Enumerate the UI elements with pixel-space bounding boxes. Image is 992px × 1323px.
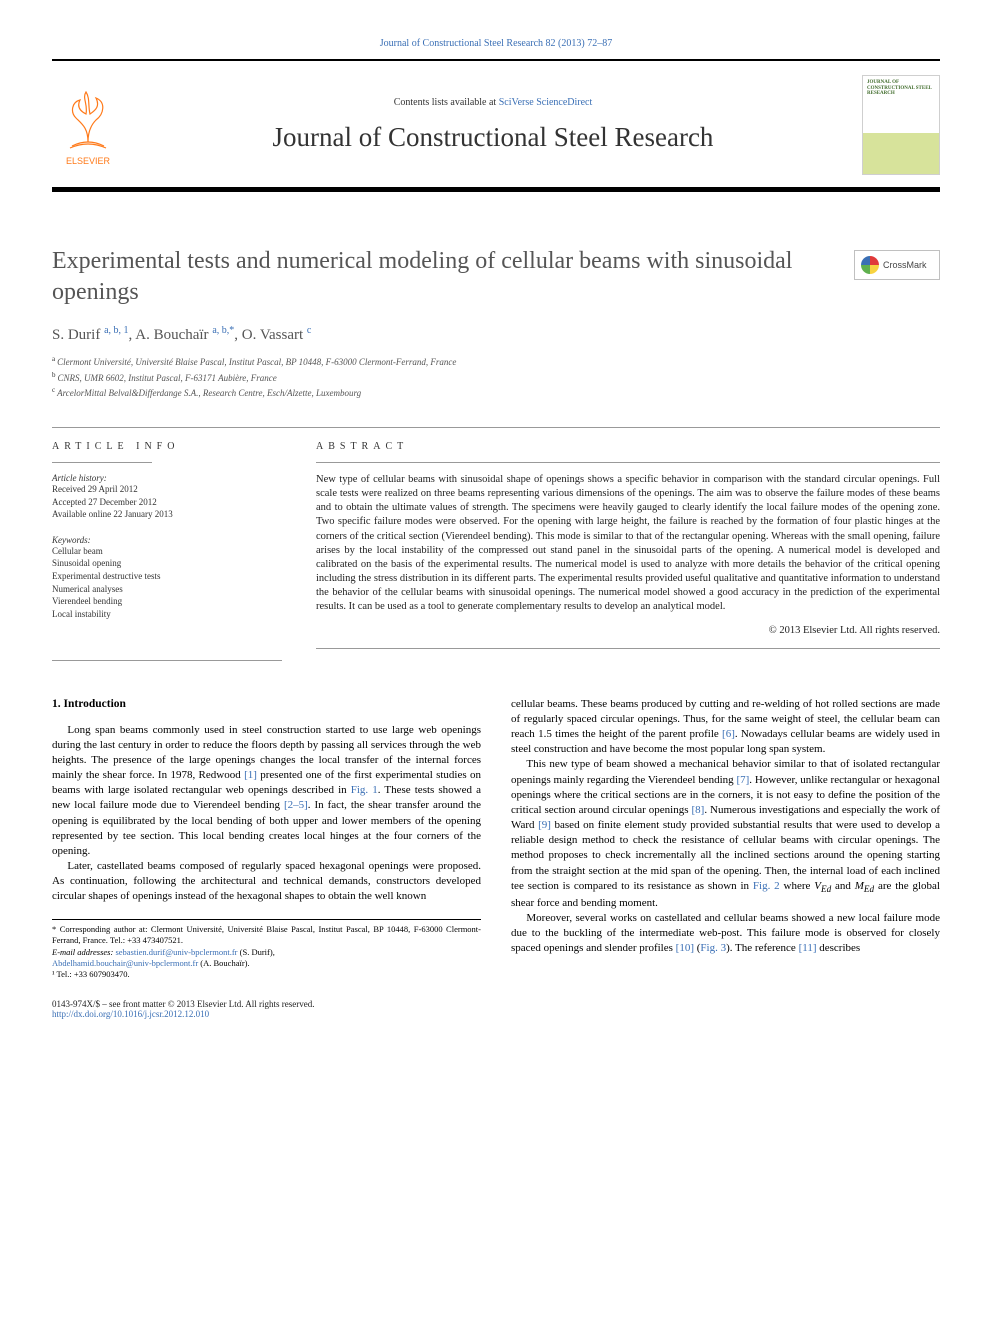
keywords-list: Cellular beam Sinusoidal opening Experim…	[52, 545, 282, 621]
email-line-2: Abdelhamid.bouchair@univ-bpclermont.fr (…	[52, 958, 481, 969]
author-2: A. Bouchaïr	[135, 327, 208, 343]
publisher-name-text: ELSEVIER	[66, 156, 111, 166]
ref-link[interactable]: [10]	[676, 942, 694, 954]
info-bottom-rule	[52, 660, 282, 661]
email-link-1[interactable]: sebastien.durif@univ-bpclermont.fr	[115, 947, 237, 957]
author-list: S. Durif a, b, 1, A. Bouchaïr a, b,*, O.…	[52, 325, 940, 344]
affiliation-a: aClermont Université, Université Blaise …	[52, 354, 940, 370]
history-received: Received 29 April 2012	[52, 483, 282, 496]
journal-citation[interactable]: Journal of Constructional Steel Research…	[52, 38, 940, 49]
abstract-label: ABSTRACT	[316, 441, 940, 452]
aff-c-sup: c	[52, 386, 55, 394]
affiliation-c: cArcelorMittal Belval&Differdange S.A., …	[52, 385, 940, 401]
ref-link[interactable]: [8]	[691, 804, 704, 816]
author-3-sup[interactable]: c	[307, 325, 311, 336]
aff-b-sup: b	[52, 371, 56, 379]
keyword: Local instability	[52, 608, 282, 621]
abstract-column: ABSTRACT New type of cellular beams with…	[316, 441, 940, 648]
keyword: Vierendeel bending	[52, 595, 282, 608]
email-label: E-mail addresses:	[52, 947, 113, 957]
ref-link[interactable]: [11]	[799, 942, 817, 954]
aff-a-text: Clermont Université, Université Blaise P…	[57, 357, 456, 367]
crossmark-badge[interactable]: CrossMark	[854, 250, 940, 280]
crossmark-icon	[861, 256, 879, 274]
footer-issn-line: 0143-974X/$ – see front matter © 2013 El…	[52, 999, 940, 1009]
publisher-logo: ELSEVIER	[52, 84, 124, 166]
author-2-star[interactable]: *	[229, 325, 234, 336]
journal-name: Journal of Constructional Steel Research	[140, 122, 846, 153]
email-line: E-mail addresses: sebastien.durif@univ-b…	[52, 947, 481, 958]
history-accepted: Accepted 27 December 2012	[52, 496, 282, 509]
article-body: 1. Introduction Long span beams commonly…	[52, 697, 940, 981]
contents-list-line: Contents lists available at SciVerse Sci…	[140, 97, 846, 108]
abstract-mini-rule	[316, 462, 940, 463]
cover-title: JOURNAL OF CONSTRUCTIONAL STEEL RESEARCH	[867, 80, 935, 97]
footnotes-block: * Corresponding author at: Clermont Univ…	[52, 919, 481, 981]
email-link-2[interactable]: Abdelhamid.bouchair@univ-bpclermont.fr	[52, 958, 198, 968]
ref-link[interactable]: [6]	[722, 728, 735, 740]
intro-heading: 1. Introduction	[52, 697, 481, 713]
ref-link[interactable]: [7]	[736, 774, 749, 786]
affiliation-b: bCNRS, UMR 6602, Institut Pascal, F-6317…	[52, 370, 940, 386]
body-paragraph: cellular beams. These beams produced by …	[511, 697, 940, 758]
journal-header: ELSEVIER Contents lists available at Sci…	[52, 61, 940, 187]
history-label: Article history:	[52, 473, 282, 483]
aff-c-text: ArcelorMittal Belval&Differdange S.A., R…	[57, 388, 361, 398]
divider-above-abstract	[52, 427, 940, 428]
body-paragraph: Long span beams commonly used in steel c…	[52, 723, 481, 860]
info-mini-rule	[52, 462, 152, 463]
keyword: Numerical analyses	[52, 583, 282, 596]
aff-b-text: CNRS, UMR 6602, Institut Pascal, F-63171…	[58, 373, 277, 383]
email-who-2: (A. Bouchaïr).	[200, 958, 249, 968]
tel-note: ¹ Tel.: +33 607903470.	[52, 969, 481, 980]
abstract-copyright: © 2013 Elsevier Ltd. All rights reserved…	[316, 625, 940, 636]
author-3: O. Vassart	[242, 327, 303, 343]
header-rule-bottom	[52, 187, 940, 192]
abstract-text: New type of cellular beams with sinusoid…	[316, 473, 940, 615]
body-paragraph: Later, castellated beams composed of reg…	[52, 859, 481, 905]
affiliations: aClermont Université, Université Blaise …	[52, 354, 940, 401]
author-2-sup[interactable]: a, b,	[212, 325, 229, 336]
keywords-label: Keywords:	[52, 535, 282, 545]
fig-link[interactable]: Fig. 1	[351, 784, 378, 796]
ref-link[interactable]: [1]	[244, 769, 257, 781]
author-1-sup[interactable]: a, b, 1	[104, 325, 128, 336]
history-lines: Received 29 April 2012 Accepted 27 Decem…	[52, 483, 282, 521]
title-block: CrossMark Experimental tests and numeric…	[52, 246, 940, 307]
body-paragraph: Moreover, several works on castellated a…	[511, 911, 940, 957]
article-info-label: ARTICLE INFO	[52, 441, 282, 452]
fig-link[interactable]: Fig. 3	[700, 942, 726, 954]
history-online: Available online 22 January 2013	[52, 508, 282, 521]
article-title: Experimental tests and numerical modelin…	[52, 246, 940, 307]
aff-a-sup: a	[52, 355, 55, 363]
header-middle: Contents lists available at SciVerse Sci…	[140, 97, 846, 153]
contents-prefix: Contents lists available at	[394, 97, 499, 108]
crossmark-label: CrossMark	[883, 260, 927, 270]
journal-cover-thumbnail: JOURNAL OF CONSTRUCTIONAL STEEL RESEARCH	[862, 75, 940, 175]
divider-below-abstract	[316, 648, 940, 649]
author-1: S. Durif	[52, 327, 100, 343]
keyword: Cellular beam	[52, 545, 282, 558]
article-info-column: ARTICLE INFO Article history: Received 2…	[52, 441, 282, 648]
ref-link[interactable]: [2–5]	[284, 799, 308, 811]
info-abstract-row: ARTICLE INFO Article history: Received 2…	[52, 441, 940, 648]
body-paragraph: This new type of beam showed a mechanica…	[511, 757, 940, 910]
elsevier-tree-icon: ELSEVIER	[52, 84, 124, 166]
fig-link[interactable]: Fig. 2	[753, 880, 780, 892]
doi-link[interactable]: http://dx.doi.org/10.1016/j.jcsr.2012.12…	[52, 1009, 209, 1019]
keyword: Experimental destructive tests	[52, 570, 282, 583]
keyword: Sinusoidal opening	[52, 557, 282, 570]
footer-meta: 0143-974X/$ – see front matter © 2013 El…	[52, 999, 940, 1019]
corresponding-note: * Corresponding author at: Clermont Univ…	[52, 924, 481, 947]
email-who-1: (S. Durif),	[240, 947, 275, 957]
ref-link[interactable]: [9]	[538, 819, 551, 831]
sciencedirect-link[interactable]: SciVerse ScienceDirect	[499, 97, 593, 108]
